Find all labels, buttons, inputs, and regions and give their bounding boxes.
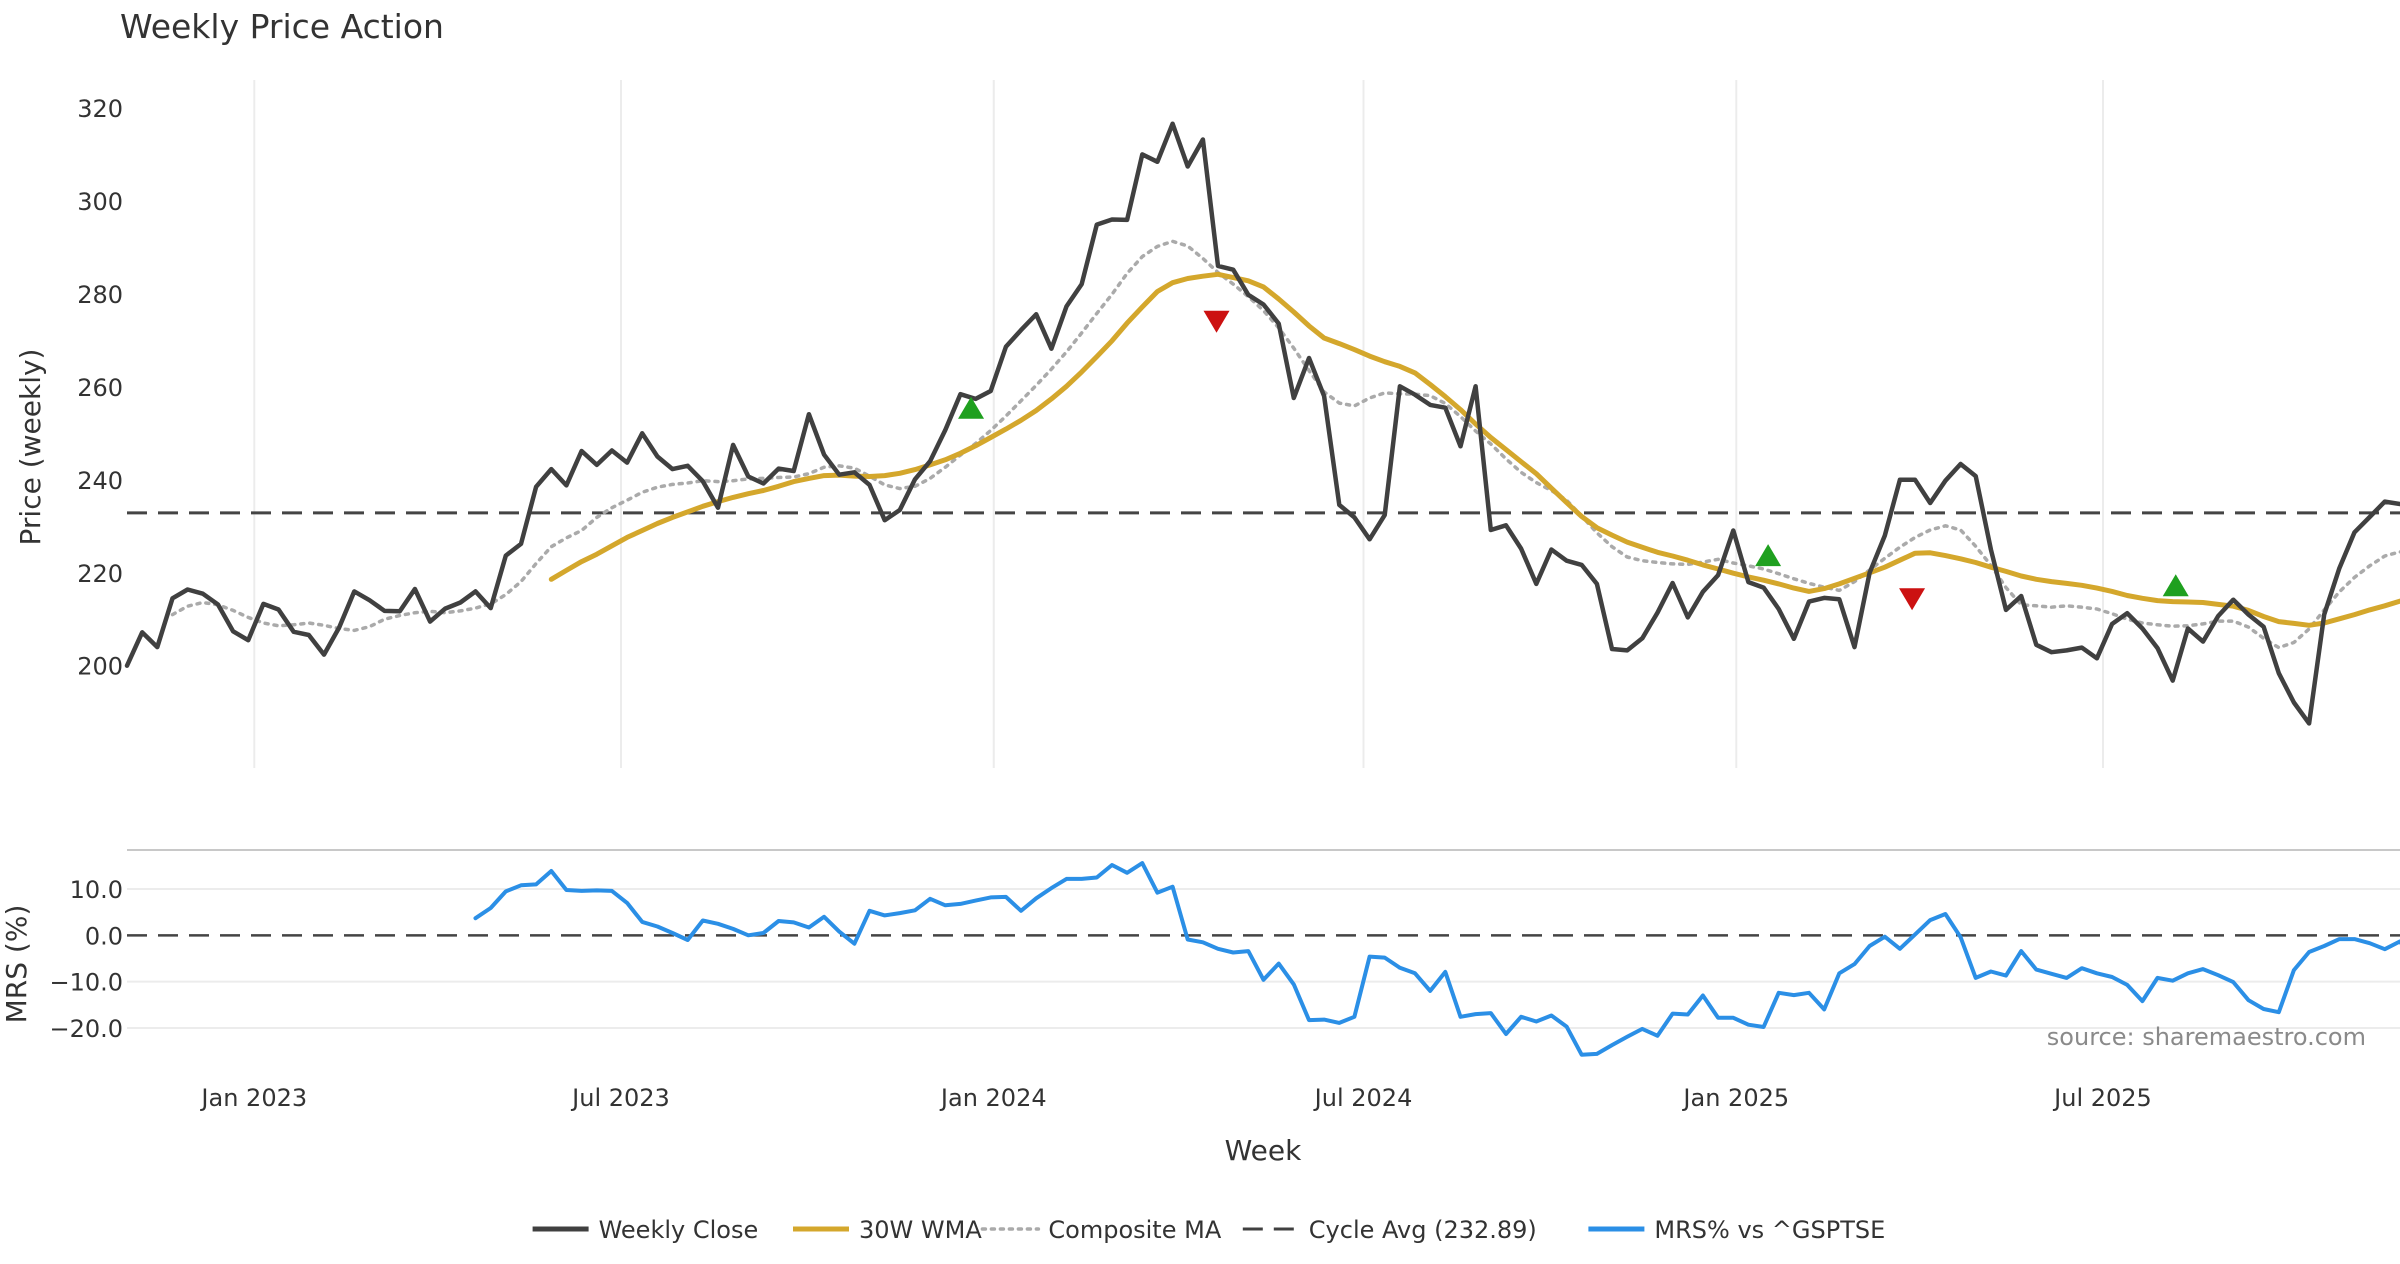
mrs-y-axis-label: MRS (%) xyxy=(0,905,33,1024)
chart-title: Weekly Price Action xyxy=(120,7,444,46)
price-y-tick-label: 320 xyxy=(77,95,123,123)
buy-signal-marker xyxy=(1755,544,1781,566)
x-tick-label: Jul 2024 xyxy=(1313,1084,1413,1112)
sell-signal-marker xyxy=(1204,311,1230,333)
x-tick-label: Jan 2025 xyxy=(1681,1084,1789,1112)
x-tick-label: Jul 2023 xyxy=(570,1084,670,1112)
legend-label: Composite MA xyxy=(1048,1216,1221,1244)
price-y-axis-label: Price (weekly) xyxy=(14,349,47,546)
legend-label: 30W WMA xyxy=(859,1216,982,1244)
legend-label: Weekly Close xyxy=(599,1216,759,1244)
wma-30w-series xyxy=(551,274,2400,625)
legend-label: MRS% vs ^GSPTSE xyxy=(1654,1216,1885,1244)
mrs-y-tick-label: 10.0 xyxy=(70,876,123,904)
sell-signal-marker xyxy=(1899,588,1925,610)
x-tick-label: Jul 2025 xyxy=(2052,1084,2152,1112)
mrs-y-tick-label: 0.0 xyxy=(85,922,123,950)
price-y-tick-label: 280 xyxy=(77,281,123,309)
price-y-tick-label: 220 xyxy=(77,560,123,588)
price-y-tick-label: 260 xyxy=(77,374,123,402)
price-y-tick-label: 200 xyxy=(77,653,123,681)
weekly-close-series xyxy=(127,124,2400,724)
x-axis-label: Week xyxy=(1225,1134,1302,1167)
mrs-y-tick-label: −10.0 xyxy=(49,969,123,997)
source-text: source: sharemaestro.com xyxy=(2047,1023,2366,1051)
buy-signal-marker xyxy=(958,397,984,419)
price-y-tick-label: 240 xyxy=(77,467,123,495)
x-tick-label: Jan 2023 xyxy=(199,1084,307,1112)
buy-signal-marker xyxy=(2163,574,2189,596)
price-y-tick-label: 300 xyxy=(77,188,123,216)
mrs-y-tick-label: −20.0 xyxy=(49,1015,123,1043)
x-tick-label: Jan 2024 xyxy=(939,1084,1047,1112)
legend-label: Cycle Avg (232.89) xyxy=(1309,1216,1537,1244)
